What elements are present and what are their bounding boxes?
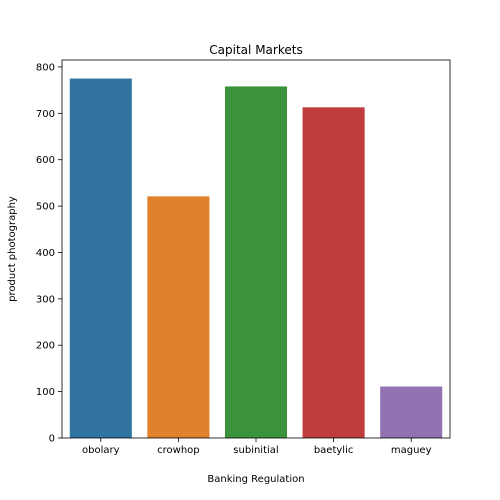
bar-crowhop: [147, 196, 210, 438]
x-tick-label: subinitial: [233, 445, 278, 456]
x-axis-title: Banking Regulation: [207, 474, 304, 485]
y-tick-label: 200: [36, 341, 55, 352]
y-tick-label: 300: [36, 294, 55, 305]
plot-frame: [61, 59, 451, 439]
bar-subinitial: [224, 86, 288, 438]
x-tick-label: maguey: [391, 445, 432, 456]
y-tick-label: 400: [36, 248, 55, 259]
chart-title: Capital Markets: [209, 43, 302, 57]
bar-baetylic: [302, 107, 365, 438]
y-tick-label: 600: [36, 155, 55, 166]
bar-obolary: [69, 78, 132, 438]
y-tick-label: 100: [36, 387, 55, 398]
x-tick-label: obolary: [82, 445, 120, 456]
y-axis-title: product photography: [7, 196, 18, 302]
bars: [69, 78, 443, 438]
y-tick-label: 500: [36, 202, 55, 213]
bar-maguey: [380, 386, 443, 438]
y-tick-label: 800: [36, 62, 55, 73]
y-tick-label: 0: [49, 434, 55, 445]
y-axis-ticks: 0 100 200 300 400 500 600 700 800: [36, 62, 62, 445]
x-tick-label: crowhop: [157, 445, 200, 456]
x-axis-ticks: obolary crowhop subinitial baetylic maguey: [82, 438, 432, 456]
x-tick-label: baetylic: [314, 445, 354, 456]
y-tick-label: 700: [36, 109, 55, 120]
